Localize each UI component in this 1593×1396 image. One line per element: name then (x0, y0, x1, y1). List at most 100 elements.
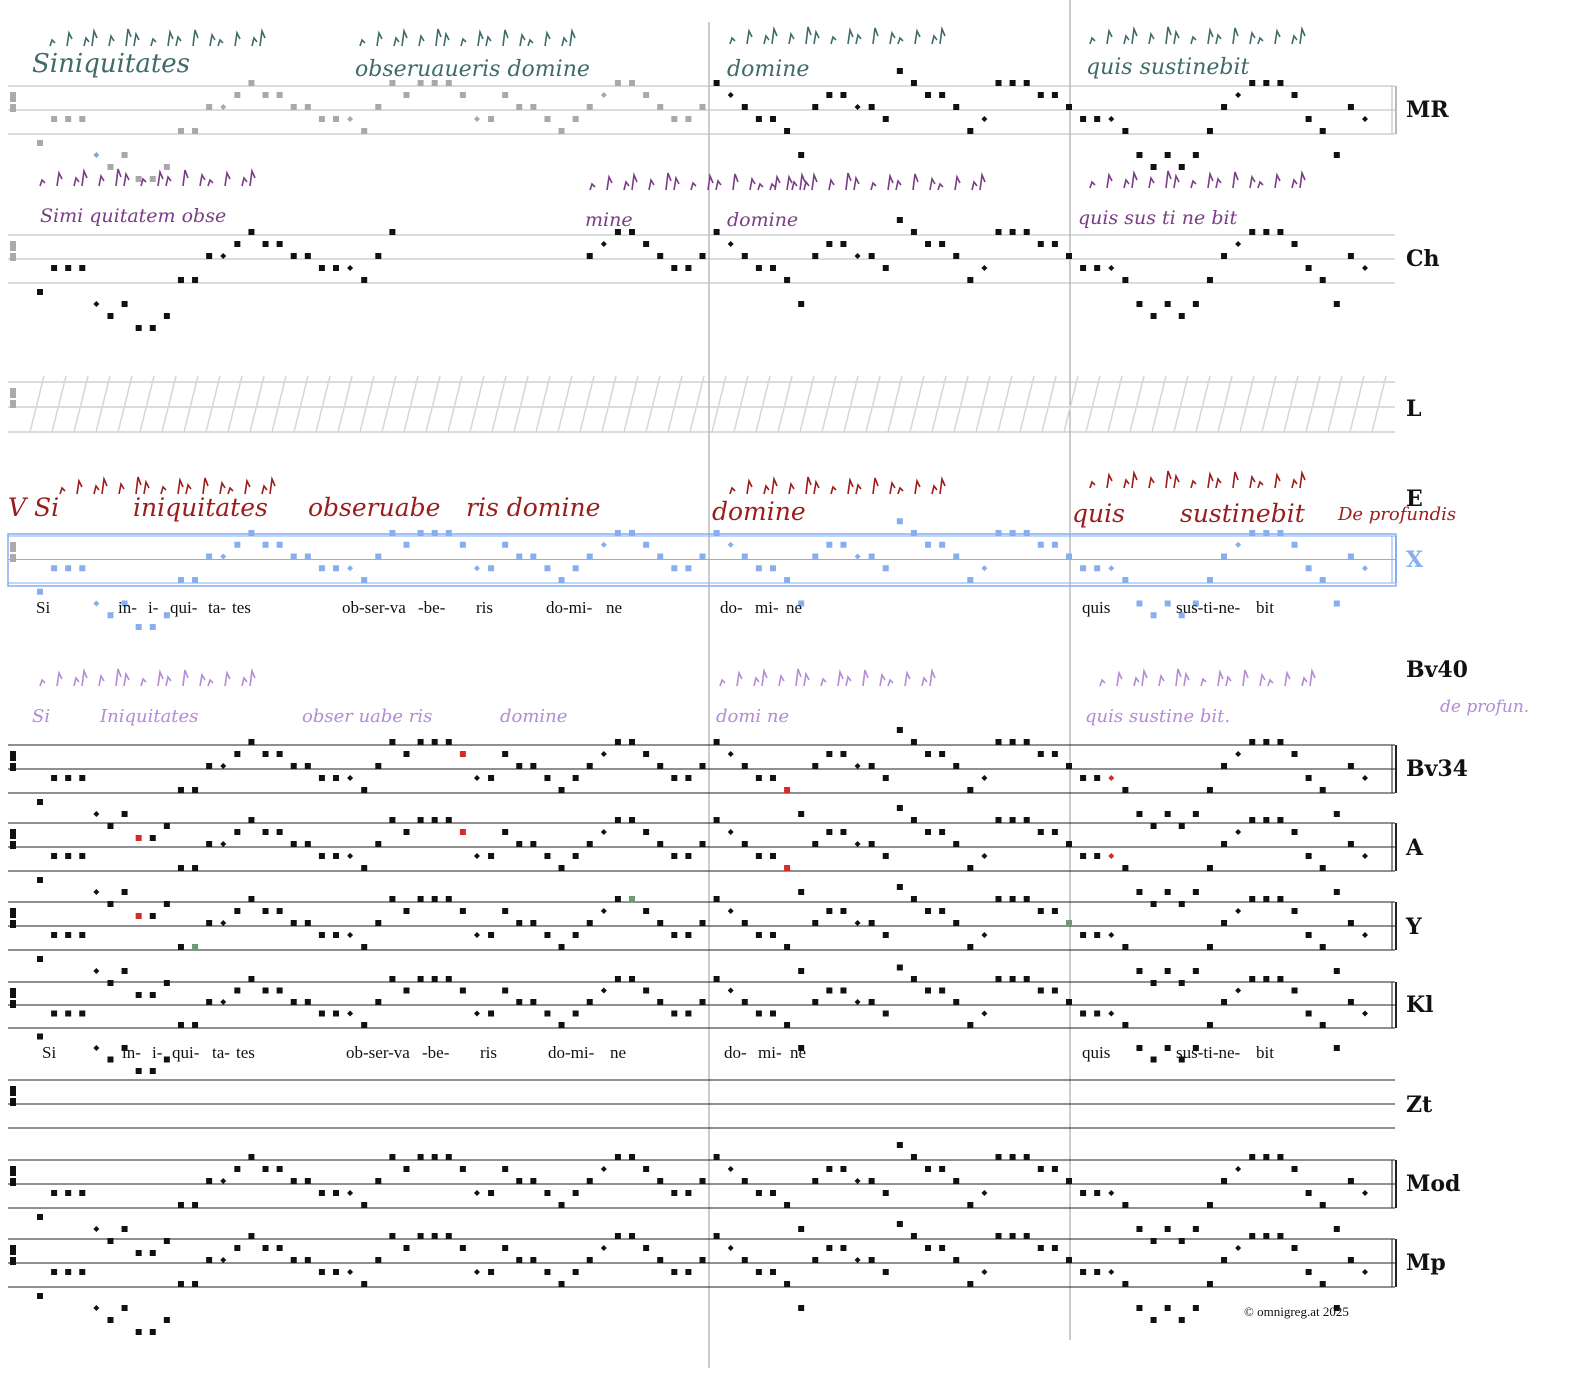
neume-punctum (558, 787, 565, 793)
lacuna-hatch (1041, 375, 1057, 433)
neume-glyph (1257, 36, 1264, 45)
neume-punctum (417, 739, 424, 745)
neume-punctum (896, 68, 903, 74)
neume-punctum (262, 987, 269, 994)
neume-punctum (1178, 164, 1185, 170)
neume-punctum (713, 530, 720, 536)
neume-glyph (853, 175, 860, 191)
neume-rhombus (727, 987, 734, 994)
neume-rhombus (600, 751, 607, 757)
siglum-zt: Zt (1406, 1092, 1433, 1118)
neume-punctum (685, 565, 692, 572)
neume-punctum (445, 896, 452, 902)
neume-punctum (685, 853, 692, 859)
neume-punctum (1023, 1154, 1030, 1160)
c-clef-icon (10, 988, 16, 1008)
neume-rhombus (854, 1257, 861, 1263)
neume-punctum (37, 1214, 43, 1220)
neume-punctum (769, 853, 776, 859)
neume-glyph (59, 486, 66, 495)
neume-glyph (1133, 676, 1140, 687)
neume-punctum (643, 829, 650, 835)
neume-glyph (887, 678, 894, 687)
neume-punctum (333, 265, 340, 271)
lyric-syllable: bit (1256, 1043, 1274, 1062)
neume-punctum (755, 265, 762, 271)
neume-glyph (954, 174, 961, 191)
neume-punctum (1065, 253, 1072, 259)
ms-bv40-text-5: domi ne (716, 706, 789, 727)
neume-punctum (1291, 751, 1298, 757)
neume-punctum (572, 932, 579, 938)
neume-punctum (629, 1154, 636, 1160)
neume-rhombus (600, 1166, 607, 1172)
section-dividers (708, 0, 1071, 1368)
neume-glyph (443, 31, 450, 47)
neume-rhombus (93, 889, 100, 895)
neume-rhombus (1362, 775, 1368, 781)
neume-glyph (707, 173, 714, 191)
neume-glyph (81, 668, 88, 687)
neume-punctum (769, 1010, 776, 1017)
neume-glyph (167, 29, 174, 47)
neume-punctum (530, 920, 537, 926)
neume-punctum (671, 853, 678, 859)
neume-glyph (872, 477, 879, 495)
neume-punctum (1319, 865, 1326, 871)
lacuna-hatch (1283, 375, 1299, 433)
lacuna-hatch (1063, 375, 1079, 433)
neume-punctum (1263, 530, 1270, 536)
neume-glyph (665, 172, 672, 191)
neume-punctum (896, 217, 903, 223)
neume-punctum (699, 104, 706, 110)
neume-punctum (671, 1010, 678, 1017)
neume-punctum (967, 128, 974, 134)
neume-punctum (784, 577, 791, 583)
neume-rhombus (1362, 1190, 1368, 1196)
neume-punctum (784, 944, 791, 950)
neume-punctum (1080, 1269, 1087, 1275)
neume-glyph (1106, 472, 1113, 489)
neume-punctum (713, 896, 720, 902)
lyric-syllable: in- (118, 598, 137, 617)
neume-punctum (1178, 980, 1185, 986)
neume-punctum (812, 920, 819, 926)
sigla-column: MR Ch L E X Bv40 Bv34 A Y Kl Zt Mod Mp (1405, 97, 1468, 1276)
neume-glyph (795, 668, 802, 687)
staff (8, 1079, 1395, 1129)
neume-rhombus (473, 1190, 480, 1196)
neume-glyph (847, 477, 854, 495)
neume-punctum (375, 253, 382, 259)
neume-punctum (882, 1190, 889, 1196)
neume-punctum (614, 80, 621, 86)
lyric-syllable: mi- (755, 598, 779, 617)
neume-glyph (937, 182, 944, 191)
neume-glyph (460, 37, 467, 47)
lyrics-line-1: Si in- i- qui- ta- tes ob-ser-va -be- ri… (36, 598, 1274, 617)
neume-punctum (431, 976, 438, 982)
neume-punctum (502, 751, 509, 757)
neume-punctum (995, 817, 1002, 823)
neume-glyph (1242, 669, 1249, 687)
neume-punctum (840, 751, 847, 757)
neume-glyph (1148, 475, 1155, 489)
neume-punctum (417, 530, 424, 536)
neume-punctum (459, 1245, 466, 1251)
neume-punctum (192, 277, 199, 283)
neume-punctum (1122, 277, 1129, 283)
neume-punctum (1221, 104, 1228, 110)
neume-punctum (1164, 1045, 1171, 1051)
neume-punctum (840, 908, 847, 914)
neume-punctum (812, 1178, 819, 1184)
neume-punctum (107, 164, 114, 170)
neume-glyph (224, 170, 231, 187)
neume-punctum (558, 577, 565, 583)
neume-punctum (121, 1226, 128, 1232)
neume-punctum (121, 301, 128, 307)
neume-glyph (1249, 30, 1256, 45)
lacuna-hatch (293, 375, 309, 433)
neume-punctum (389, 530, 396, 536)
neume-rhombus (1108, 775, 1115, 781)
ms-e-text-5: domine (712, 497, 806, 526)
neume-punctum (657, 763, 664, 769)
